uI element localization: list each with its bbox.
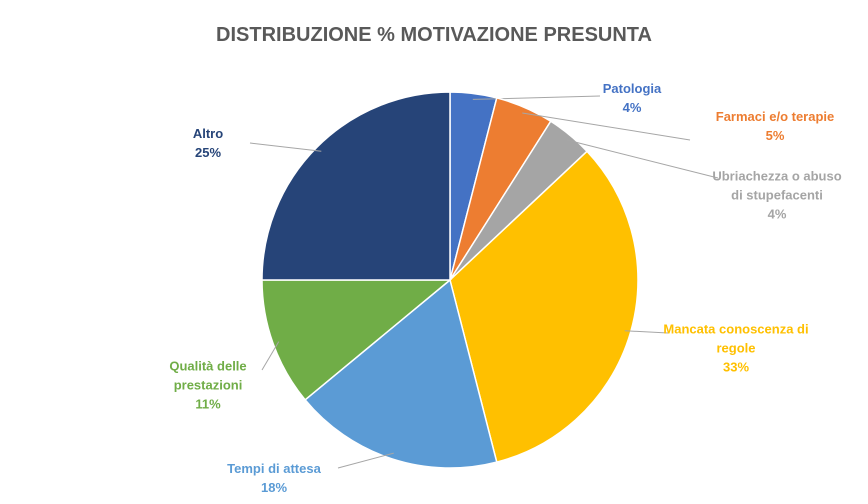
leader-line xyxy=(624,330,669,334)
category-label: Altro xyxy=(192,126,224,141)
category-label: Tempi di attesa xyxy=(227,461,321,476)
pie-slice xyxy=(261,91,451,281)
data-label: Patologia 4% xyxy=(572,79,692,117)
value-label: 33% xyxy=(722,359,750,375)
value-label: 11% xyxy=(195,396,221,412)
category-label: Patologia xyxy=(602,81,662,96)
leader-line xyxy=(261,341,280,371)
data-label: Farmaci e/o terapie 5% xyxy=(690,107,860,145)
value-label: 25% xyxy=(194,145,222,160)
leader-line xyxy=(522,112,691,141)
pie-slice xyxy=(261,279,453,401)
data-label: Ubriachezza o abuso di stupefacenti 4% xyxy=(707,167,847,224)
value-label: 4% xyxy=(622,100,642,115)
chart-title: DISTRIBUZIONE % MOTIVAZIONE PRESUNTA xyxy=(216,24,652,46)
value-label: 4% xyxy=(767,206,787,222)
category-label: Qualità delle prestazioni xyxy=(169,358,247,393)
data-label: Mancata conoscenza di regole 33% xyxy=(661,320,811,377)
data-label: Altro 25% xyxy=(158,124,258,162)
pie-slice xyxy=(304,278,498,469)
category-label: Farmaci e/o terapie xyxy=(715,109,835,124)
leader-line xyxy=(472,95,601,100)
data-label: Tempi di attesa 18% xyxy=(204,459,344,497)
leader-line xyxy=(565,139,719,179)
value-label: 5% xyxy=(765,128,785,143)
pie-slice xyxy=(449,150,639,464)
leader-line xyxy=(337,452,394,469)
category-label: Mancata conoscenza di regole xyxy=(663,321,809,356)
category-label: Ubriachezza o abuso di stupefacenti xyxy=(712,168,842,203)
data-label: Qualità delle prestazioni 11% xyxy=(153,357,263,414)
value-label: 18% xyxy=(260,480,288,495)
leader-line xyxy=(249,142,322,152)
